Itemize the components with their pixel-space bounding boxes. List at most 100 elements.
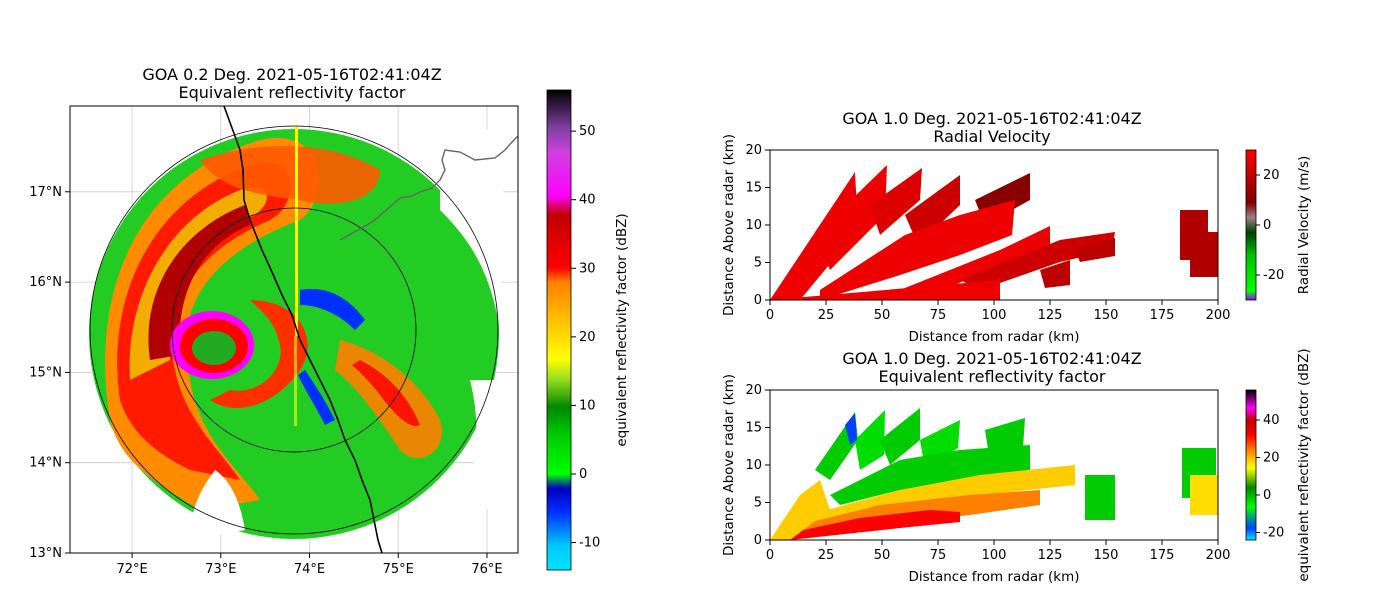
ref-title-line2: Equivalent reflectivity factor <box>878 367 1105 386</box>
velocity-panel: GOA 1.0 Deg. 2021-05-16T02:41:04Z Radial… <box>721 109 1312 345</box>
ppi-blue-echo <box>300 289 365 330</box>
ref-ytick-label: 15 <box>745 421 762 436</box>
ppi-title-line1: GOA 0.2 Deg. 2021-05-16T02:41:04Z <box>142 65 441 84</box>
ppi-reflectivity-field <box>89 126 518 540</box>
ppi-colorbar-fill <box>547 90 571 570</box>
ref-xtick-label: 75 <box>930 548 947 563</box>
ref-ylabel: Distance Above radar (km) <box>721 374 737 556</box>
ref-xtick-label: 25 <box>818 548 835 563</box>
ppi-east-edge-gap <box>440 130 505 330</box>
vel-xtick-label: 100 <box>982 308 1007 323</box>
vel-axis-ticks: 0 25 50 75 100 125 150 175 200 0 5 10 15 20 <box>745 143 1230 323</box>
ref-plot-area <box>770 408 1218 540</box>
ppi-ytick-label: 14°N <box>29 456 62 471</box>
vel-xlabel: Distance from radar (km) <box>908 329 1079 345</box>
vel-colorbar-tick-label: 20 <box>1263 168 1280 183</box>
vel-xtick-label: 75 <box>930 308 947 323</box>
vel-sweep-7 <box>900 226 1050 300</box>
ref-ytick-label: 5 <box>754 496 762 511</box>
vel-far-echo-4 <box>1190 232 1218 277</box>
ref-far-echo-1 <box>1085 475 1115 520</box>
ppi-ytick-label: 13°N <box>29 546 62 561</box>
vel-sweep-3 <box>870 168 922 235</box>
vel-ytick-label: 0 <box>754 293 762 308</box>
ppi-southeast-gap <box>460 380 518 520</box>
ref-xtick-label: 125 <box>1038 548 1063 563</box>
ref-colorbar-tick-label: -20 <box>1263 526 1284 541</box>
ref-colorbar-label: equivalent reflectivity factor (dBZ) <box>1296 348 1312 581</box>
ref-red-layer <box>775 510 960 540</box>
vel-base-layer <box>770 280 1000 300</box>
state-border <box>339 135 518 241</box>
vel-xtick-label: 200 <box>1206 308 1231 323</box>
ppi-colorbar-tick-label: -10 <box>579 536 600 551</box>
vel-colorbar-tick-label: 0 <box>1263 218 1271 233</box>
ref-xtick-label: 0 <box>766 548 774 563</box>
ref-xtick-label: 200 <box>1206 548 1231 563</box>
vel-xtick-label: 125 <box>1038 308 1063 323</box>
ref-xtick-label: 150 <box>1094 548 1119 563</box>
ref-axis-ticks: 0 25 50 75 100 125 150 175 200 0 5 10 15 20 <box>745 383 1230 563</box>
vel-ytick-label: 15 <box>745 181 762 196</box>
ppi-colorbar-tick-label: 30 <box>579 261 596 276</box>
vel-xtick-label: 50 <box>874 308 891 323</box>
ppi-beam-north <box>295 126 298 336</box>
ppi-ytick-label: 17°N <box>29 185 62 200</box>
vel-sweep-2 <box>815 165 887 270</box>
ppi-colorbar-tick-label: 50 <box>579 124 596 139</box>
ppi-band-darkred <box>148 205 250 360</box>
vel-xtick-label: 0 <box>766 308 774 323</box>
ref-ytick-label: 20 <box>745 383 762 398</box>
ppi-colorbar-ticks: -10 0 10 20 30 40 50 <box>571 124 600 551</box>
ppi-south-gap <box>190 470 245 540</box>
vel-colorbar: -20 0 20 Radial Velocity (m/s) <box>1245 149 1312 301</box>
vel-title-line2: Radial Velocity <box>933 127 1050 146</box>
ref-xtick-label: 175 <box>1150 548 1175 563</box>
ref-near-radar <box>770 480 830 540</box>
vel-xtick-label: 150 <box>1094 308 1119 323</box>
vel-ytick-label: 20 <box>745 143 762 158</box>
ppi-upper-band <box>200 146 380 204</box>
ref-colorbar: -20 0 20 40 equivalent reflectivity factor … <box>1245 348 1312 582</box>
ref-xlabel: Distance from radar (km) <box>908 569 1079 585</box>
range-ring-inner <box>171 207 417 453</box>
ref-ytick-label: 0 <box>754 533 762 548</box>
vel-ylabel: Distance Above radar (km) <box>721 134 737 316</box>
ref-colorbar-tick-label: 20 <box>1263 451 1280 466</box>
ref-sweep-2 <box>855 410 885 470</box>
ppi-colorbar-tick-label: 0 <box>579 467 587 482</box>
ppi-axis-ticks: 72°E 73°E 74°E 75°E 76°E 13°N 14°N 15°N 16°N 17°N <box>29 185 502 577</box>
ref-blue-streak <box>845 413 857 445</box>
ppi-ytick-label: 16°N <box>29 275 62 290</box>
ppi-xtick-label: 75°E <box>383 562 414 577</box>
ref-colorbar-ticks: -20 0 20 40 <box>1256 413 1284 541</box>
vel-far-echo-2 <box>1075 238 1115 262</box>
ref-colorbar-tick-label: 0 <box>1263 488 1271 503</box>
ppi-panel: GOA 0.2 Deg. 2021-05-16T02:41:04Z Equiva… <box>29 65 630 577</box>
ref-colorbar-tick-label: 40 <box>1263 413 1280 428</box>
ref-far-echo-3 <box>1190 475 1218 515</box>
ppi-xtick-label: 74°E <box>294 562 325 577</box>
reflectivity-panel: GOA 1.0 Deg. 2021-05-16T02:41:04Z Equiva… <box>721 348 1312 585</box>
ppi-plot-area <box>70 106 518 553</box>
vel-colorbar-label: Radial Velocity (m/s) <box>1296 156 1312 295</box>
ppi-inner-spiral <box>210 300 308 409</box>
ppi-beam-south <box>294 336 297 426</box>
vel-colorbar-tick-label: -20 <box>1263 268 1284 283</box>
ppi-range-rings <box>89 125 499 535</box>
ppi-xtick-label: 73°E <box>205 562 236 577</box>
ppi-colorbar-tick-label: 40 <box>579 193 596 208</box>
ppi-blue-echo-2 <box>298 370 335 425</box>
vel-ytick-label: 10 <box>745 218 762 233</box>
vel-far-echo-1 <box>1040 260 1070 288</box>
ppi-colorbar-tick-label: 20 <box>579 330 596 345</box>
ref-sweep-3 <box>880 408 920 465</box>
vel-plot-area <box>770 165 1218 300</box>
ref-ytick-label: 10 <box>745 458 762 473</box>
ppi-frame <box>69 105 519 554</box>
ref-upper-layer <box>830 445 1030 505</box>
vel-colorbar-fill <box>1246 150 1256 300</box>
range-ring-outer <box>89 125 499 535</box>
ref-colorbar-fill <box>1246 390 1256 540</box>
